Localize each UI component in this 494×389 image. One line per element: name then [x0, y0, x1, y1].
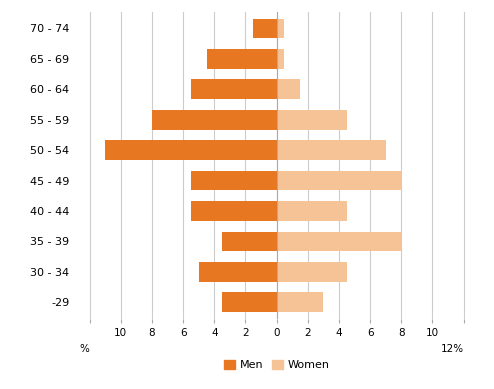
Bar — [222, 231, 277, 251]
Text: 12%: 12% — [441, 343, 463, 354]
Bar — [206, 49, 277, 69]
Text: %: % — [80, 343, 90, 354]
Bar — [191, 171, 277, 191]
Bar — [277, 171, 401, 191]
Bar — [277, 140, 386, 160]
Bar — [277, 231, 401, 251]
Bar — [277, 79, 300, 99]
Bar — [277, 201, 347, 221]
Bar — [222, 293, 277, 312]
Legend: Men, Women: Men, Women — [219, 356, 334, 375]
Bar — [277, 19, 285, 38]
Bar — [199, 262, 277, 282]
Bar — [277, 262, 347, 282]
Bar — [277, 49, 285, 69]
Bar — [152, 110, 277, 130]
Bar — [253, 19, 277, 38]
Bar — [277, 293, 324, 312]
Bar — [105, 140, 277, 160]
Bar — [191, 201, 277, 221]
Bar — [191, 79, 277, 99]
Bar — [277, 110, 347, 130]
